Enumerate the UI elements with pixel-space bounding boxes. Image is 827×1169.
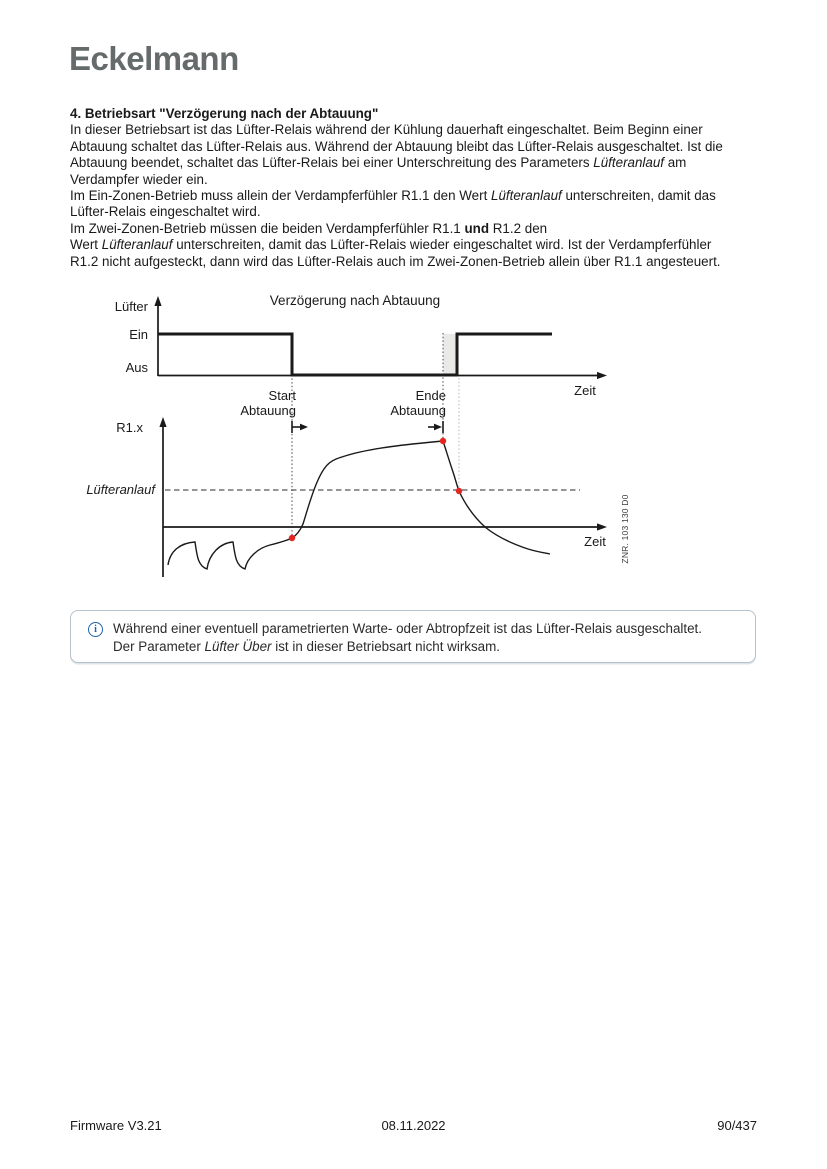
delay-shade-rect bbox=[443, 334, 457, 376]
body-line: In dieser Betriebsart ist das Lüfter-Rel… bbox=[70, 122, 703, 138]
sensor-axis-label: R1.x bbox=[116, 420, 143, 435]
threshold-label: Lüfteranlauf bbox=[86, 482, 156, 497]
defrost-end-label-1: Ende bbox=[416, 388, 446, 403]
sensor-y-axis-arrow-icon bbox=[159, 417, 167, 427]
info-icon: i bbox=[88, 622, 103, 637]
footer-firmware-version: Firmware V3.21 bbox=[70, 1118, 162, 1133]
defrost-end-arrow-icon bbox=[428, 421, 444, 433]
defrost-start-label-1: Start bbox=[269, 388, 297, 403]
body-line: Im Zwei-Zonen-Betrieb müssen die beiden … bbox=[70, 220, 548, 236]
marker-peak-dot bbox=[439, 437, 447, 445]
marker-start-dot bbox=[288, 534, 296, 542]
fan-y-axis-arrow-icon bbox=[154, 296, 162, 306]
sensor-x-axis-arrow-icon bbox=[597, 523, 607, 531]
marker-threshold-dot bbox=[455, 487, 463, 495]
body-line: Abtauung beendet, schaltet das Lüfter-Re… bbox=[70, 155, 687, 171]
body-text: 4. Betriebsart "Verzögerung nach der Abt… bbox=[70, 106, 770, 270]
body-line: Abtauung schaltet das Lüfter-Relais aus.… bbox=[70, 138, 723, 154]
section-heading: 4. Betriebsart "Verzögerung nach der Abt… bbox=[70, 106, 379, 121]
defrost-start-arrow-icon bbox=[291, 421, 308, 433]
defrost-start-label-2: Abtauung bbox=[240, 403, 296, 418]
eckelmann-logo: Eckelmann bbox=[69, 40, 239, 77]
diagram-title: Verzögerung nach Abtauung bbox=[270, 293, 440, 308]
drawing-number: ZNR. 103 130 D0 bbox=[620, 494, 630, 563]
fan-signal-line bbox=[158, 332, 552, 377]
body-line: R1.2 nicht aufgesteckt, dann wird das Lü… bbox=[70, 253, 721, 269]
body-line: Verdampfer wieder ein. bbox=[70, 171, 208, 187]
fan-off-label: Aus bbox=[126, 360, 149, 375]
info-box-line: Der Parameter Lüfter Über ist in dieser … bbox=[113, 638, 500, 654]
sensor-temperature-curve bbox=[167, 440, 551, 570]
info-box-text: Während einer eventuell parametrierten W… bbox=[113, 620, 702, 655]
fan-x-axis-arrow-icon bbox=[597, 371, 607, 380]
body-line: Wert Lüfteranlauf unterschreiten, damit … bbox=[70, 237, 712, 253]
time-label-bottom: Zeit bbox=[584, 534, 606, 549]
fan-axis-label: Lüfter bbox=[115, 299, 149, 314]
fan-on-label: Ein bbox=[129, 327, 148, 342]
defrost-end-label-2: Abtauung bbox=[390, 403, 446, 418]
body-line: Lüfter-Relais eingeschaltet wird. bbox=[70, 204, 261, 220]
body-line: Im Ein-Zonen-Betrieb muss allein der Ver… bbox=[70, 188, 716, 204]
info-box: i Während einer eventuell parametrierten… bbox=[70, 610, 756, 663]
timing-diagram-svg: Verzögerung nach Abtauung Lüfter Ein Aus… bbox=[86, 293, 630, 577]
info-box-line: Während einer eventuell parametrierten W… bbox=[113, 621, 702, 636]
time-label-top: Zeit bbox=[574, 383, 596, 398]
footer-page-number: 90/437 bbox=[717, 1118, 757, 1133]
timing-diagram: Verzögerung nach Abtauung Lüfter Ein Aus… bbox=[80, 288, 640, 588]
footer-date: 08.11.2022 bbox=[381, 1118, 446, 1133]
